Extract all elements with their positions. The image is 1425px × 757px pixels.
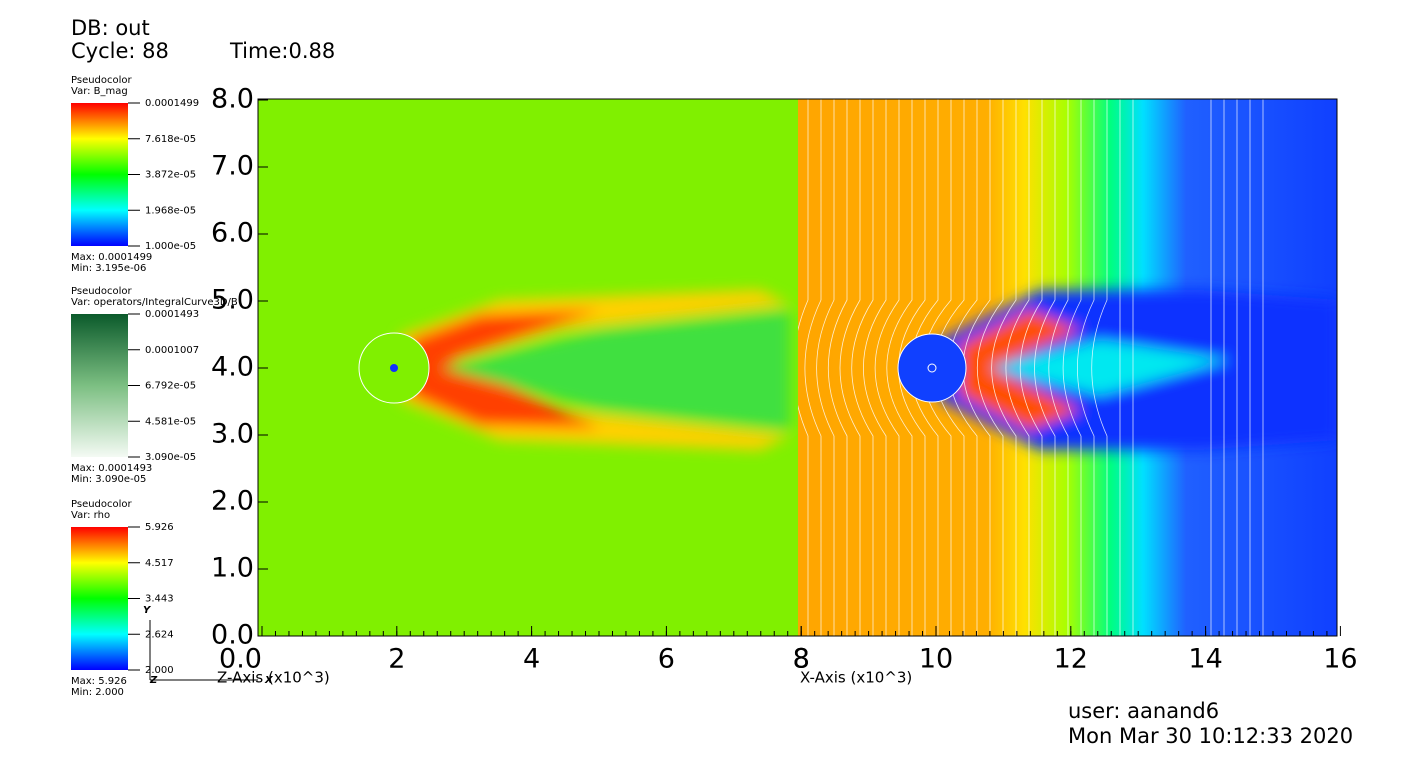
legend-tick-label: 1.968e-05: [145, 205, 196, 216]
streamline: [839, 99, 861, 636]
legend-min: Min: 3.090e-05: [71, 474, 146, 485]
x-tick-label: 14: [1188, 644, 1222, 675]
left-field: [258, 99, 798, 636]
y-tick-label: 1.0: [211, 553, 254, 584]
y-tick-label: 6.0: [211, 218, 254, 249]
triad-y: Y: [143, 605, 152, 616]
user: user: aanand6: [1068, 699, 1219, 723]
streamline: [874, 99, 900, 636]
legend-title: Pseudocolor: [71, 286, 133, 297]
streamline: [851, 99, 874, 636]
x-title: X-Axis (x10^3): [800, 669, 912, 687]
y-tick-label: 4.0: [211, 352, 254, 383]
streamline: [1034, 99, 1056, 636]
triad-x: X: [264, 675, 274, 686]
colorbar: [71, 527, 128, 670]
streamline: [798, 99, 809, 636]
legend-tick-label: 0.0001493: [145, 309, 199, 320]
streamline: [991, 99, 1017, 636]
triad-z: Z: [149, 675, 158, 686]
legend-max: Max: 0.0001499: [71, 252, 152, 263]
legend-max: Max: 0.0001493: [71, 463, 152, 474]
x-tick-label: 10: [919, 644, 953, 675]
legend-tick-label: 2.624: [145, 629, 174, 640]
y-tick-label: 7.0: [211, 151, 254, 182]
legend-tick-label: 3.090e-05: [145, 452, 196, 463]
x-tick-label: 6: [658, 644, 675, 675]
legend-tick-label: 5.926: [145, 522, 174, 533]
x-tick-label: 0.0: [219, 644, 262, 675]
y-tick-label: 3.0: [211, 419, 254, 450]
legend-tick-label: 1.000e-05: [145, 241, 196, 252]
legend-min: Min: 3.195e-06: [71, 263, 146, 274]
legend-tick-label: 3.872e-05: [145, 170, 196, 181]
colorbar: [71, 103, 128, 246]
legend-var: Var: B_mag: [71, 86, 128, 97]
legend-tick-label: 7.618e-05: [145, 134, 196, 145]
legend-tick-label: 6.792e-05: [145, 381, 196, 392]
streamline: [1048, 99, 1069, 636]
streamline: [816, 99, 835, 636]
x-tick-label: 16: [1323, 644, 1357, 675]
date: Mon Mar 30 10:12:33 2020: [1068, 724, 1353, 748]
x-tick-label: 8: [793, 644, 810, 675]
z-title: Z-Axis (x10^3): [217, 669, 330, 687]
legend-title: Pseudocolor: [71, 499, 133, 510]
streamline: [804, 99, 822, 636]
streamline: [886, 99, 913, 636]
x-tick-label: 12: [1054, 644, 1088, 675]
legend-min: Min: 2.000: [71, 687, 124, 698]
legend-tick-label: 2.000: [145, 665, 174, 676]
streamline: [828, 99, 848, 636]
streamline: [1062, 99, 1082, 636]
cycle: Cycle: 88: [71, 39, 169, 63]
time: Time:0.88: [229, 39, 335, 63]
y-tick-label: 8.0: [211, 84, 254, 115]
y-tick-label: 0.0: [211, 620, 254, 651]
y-tick-label: 2.0: [211, 486, 254, 517]
streamline: [1077, 99, 1095, 636]
legend-tick-label: 3.443: [145, 594, 174, 605]
y-tick-label: 5.0: [211, 285, 254, 316]
streamline: [1091, 99, 1108, 636]
legend-tick-label: 4.517: [145, 558, 174, 569]
legend-tick-label: 0.0001007: [145, 345, 199, 356]
legend-tick-label: 0.0001499: [145, 98, 199, 109]
streamline: [1005, 99, 1030, 636]
streamline: [863, 99, 887, 636]
db: DB: out: [71, 16, 150, 40]
legend-tick-label: 4.581e-05: [145, 416, 196, 427]
legend-var: Var: operators/IntegralCurve3D/B: [71, 297, 238, 308]
legend-max: Max: 5.926: [71, 676, 127, 687]
legend-title: Pseudocolor: [71, 75, 133, 86]
right-field: [798, 99, 1337, 636]
streamline: [977, 99, 1004, 636]
colorbar: [71, 314, 128, 457]
x-tick-label: 8: [793, 644, 810, 675]
streamline: [1019, 99, 1043, 636]
legend-var: Var: rho: [71, 510, 110, 521]
x-tick-label: 2: [388, 644, 405, 675]
x-tick-label: 4: [523, 644, 540, 675]
